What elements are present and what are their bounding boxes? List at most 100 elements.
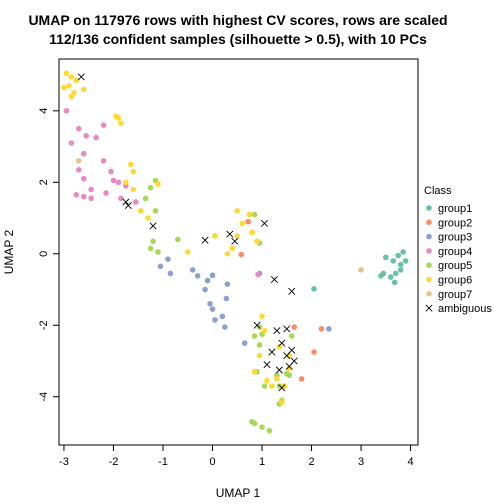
legend-label: group3 [438, 232, 472, 244]
legend-entry-group2: group2 [426, 217, 472, 229]
legend-marker [426, 205, 432, 211]
group3-point [241, 340, 248, 346]
group3-point [224, 281, 231, 287]
group4-point [73, 192, 80, 198]
legend-entry-group3: group3 [426, 232, 472, 244]
group2-point [245, 218, 251, 225]
group1-point [391, 279, 398, 286]
group6-point [68, 74, 75, 80]
legend-marker [426, 219, 432, 226]
x-tick-label: 2 [308, 456, 314, 468]
group6-point [259, 313, 265, 320]
group4-point [88, 186, 94, 193]
x-tick-label: -3 [59, 456, 69, 468]
group6-point [80, 86, 87, 93]
legend-label: group7 [438, 289, 472, 301]
group6-point [128, 161, 134, 168]
x-tick-label: 1 [259, 456, 265, 468]
y-tick-label: 2 [38, 179, 50, 185]
group6-point [254, 238, 260, 245]
group5-point [256, 342, 263, 348]
group4-point [88, 195, 94, 202]
group4-point [118, 195, 124, 202]
group6-point [249, 229, 255, 236]
group4-point [115, 179, 122, 186]
group6-point [130, 168, 137, 175]
group6-point [184, 249, 191, 255]
group6-point [239, 220, 246, 227]
x-axis-label: UMAP 1 [216, 486, 261, 500]
y-tick-label: -2 [38, 320, 50, 330]
group3-point [219, 313, 226, 320]
group6-point [212, 233, 218, 239]
group3-point [223, 295, 230, 302]
chart-title: UMAP on 117976 rows with highest CV scor… [28, 12, 447, 28]
group3-point [189, 267, 196, 273]
ambiguous-point [288, 287, 296, 295]
group6-point [73, 77, 80, 84]
legend-marker [426, 248, 432, 254]
group5-point [251, 333, 258, 339]
group2-point [311, 349, 317, 355]
group6-point [279, 399, 285, 405]
group2-point [238, 251, 245, 258]
ambiguous-point [263, 361, 271, 369]
group5-point [266, 427, 273, 434]
group5-point [256, 324, 263, 330]
legend: Class group1 group2 group3 group4 group5 grou… [424, 185, 492, 315]
group5-point [142, 195, 149, 202]
group4-point [80, 193, 87, 200]
group6-point [118, 120, 124, 127]
group4-point [76, 125, 82, 132]
group4-point [100, 122, 107, 128]
ambiguous-point [253, 321, 261, 329]
y-axis-label: UMAP 2 [2, 229, 16, 274]
group5-point [175, 236, 181, 243]
group4-point [132, 199, 139, 205]
x-tick-label: 4 [408, 456, 414, 468]
group1-point [392, 270, 399, 277]
legend-marker [425, 304, 433, 312]
group1-point [397, 261, 404, 268]
ambiguous-point [201, 236, 209, 244]
x-tick-label: 0 [209, 456, 215, 468]
group3-point [222, 324, 228, 330]
ambiguous-point [124, 202, 132, 210]
ambiguous-point [278, 339, 286, 347]
group1-point [378, 273, 384, 279]
group2-point [318, 326, 325, 332]
group1-point [395, 252, 401, 259]
group5-point [251, 420, 258, 427]
group6-point [264, 377, 270, 384]
legend-entry-group6: group6 [426, 275, 472, 287]
group2-point [298, 376, 305, 382]
group6-point [145, 215, 151, 221]
legend-entry-group1: group1 [426, 203, 472, 215]
group6-point [137, 208, 144, 214]
ambiguous-point [149, 222, 157, 230]
legend-label: group2 [438, 217, 472, 229]
ambiguous-point [77, 73, 85, 81]
ambiguous-point [273, 327, 281, 335]
group4-point [100, 158, 107, 164]
group6-point [229, 245, 236, 252]
group3-point [207, 301, 213, 307]
group5-point [152, 208, 159, 214]
group6-point [286, 365, 293, 371]
legend-label: group5 [438, 260, 472, 272]
x-tick-label: -2 [109, 456, 119, 468]
group6-point [256, 352, 263, 359]
group4-point [83, 133, 90, 139]
group6-point [155, 181, 161, 187]
legend-entry-group7: group7 [426, 289, 472, 301]
ambiguous-point [275, 366, 283, 374]
group6-point [224, 250, 231, 257]
chart-subtitle: 112/136 confident samples (silhouette > … [49, 31, 427, 47]
group3-point [326, 326, 332, 332]
x-tick-label: 3 [358, 456, 364, 468]
group6-point [123, 179, 129, 186]
group1-point [383, 254, 389, 261]
group4-point [76, 166, 82, 173]
group5-point [259, 424, 265, 430]
